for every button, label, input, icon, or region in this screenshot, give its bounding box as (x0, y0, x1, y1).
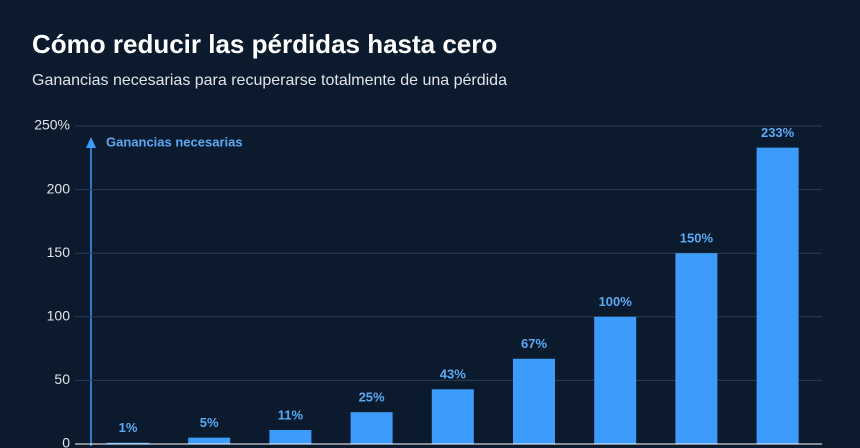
value-label: 100% (599, 294, 633, 309)
annotation: Ganancias necesarias (106, 134, 243, 149)
bar (269, 430, 312, 444)
value-label: 43% (440, 367, 466, 382)
bar (675, 253, 718, 444)
bar (513, 358, 555, 444)
chart-title: Cómo reducir las pérdidas hasta cero (32, 29, 497, 59)
value-label: 1% (119, 420, 138, 435)
value-label: 25% (359, 390, 385, 405)
y-tick-label: 150 (47, 244, 71, 260)
value-label: 67% (521, 336, 547, 351)
bar (350, 412, 393, 444)
bar (431, 389, 474, 444)
value-label: 5% (200, 415, 219, 430)
value-label: 233% (761, 125, 795, 140)
y-tick-label: 250% (34, 117, 70, 133)
annotation-arrow-head (86, 137, 96, 148)
value-label: 150% (680, 231, 714, 246)
bar (756, 147, 799, 444)
bar (188, 437, 231, 444)
y-tick-label: 100 (47, 308, 71, 324)
y-tick-label: 50 (54, 371, 70, 387)
chart-subtitle: Ganancias necesarias para recuperarse to… (32, 72, 507, 89)
value-label: 11% (278, 407, 304, 422)
y-tick-label: 200 (47, 180, 71, 196)
bar (594, 316, 637, 444)
y-tick-label: 0 (62, 435, 70, 448)
bar (107, 442, 149, 444)
